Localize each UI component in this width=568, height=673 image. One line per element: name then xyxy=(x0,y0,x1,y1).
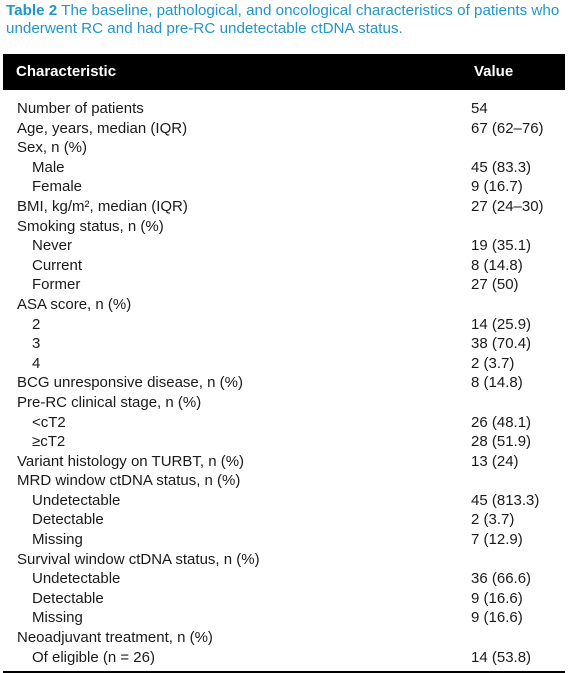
cell-value: 38 (70.4) xyxy=(471,335,532,353)
table-row: ≥cT2 28 (51.9) xyxy=(0,432,568,452)
table-body: Number of patients 54 Age, years, median (… xyxy=(0,99,568,667)
cell-characteristic: Neoadjuvant treatment, n (%) xyxy=(17,629,213,647)
table-row: Never 19 (35.1) xyxy=(0,236,568,256)
cell-characteristic: Variant histology on TURBT, n (%) xyxy=(17,452,245,470)
table-row: Male 45 (83.3) xyxy=(0,158,568,178)
cell-value: 8 (14.8) xyxy=(471,256,523,274)
cell-characteristic: Pre-RC clinical stage, n (%) xyxy=(17,393,202,411)
cell-characteristic: Former xyxy=(32,276,81,294)
table-row: Former 27 (50) xyxy=(0,275,568,295)
table-row: Female 9 (16.7) xyxy=(0,177,568,197)
cell-characteristic: 4 xyxy=(32,354,41,372)
cell-characteristic: MRD window ctDNA status, n (%) xyxy=(17,472,241,490)
cell-characteristic: BMI, kg/m², median (IQR) xyxy=(17,197,188,215)
table-row: Current 8 (14.8) xyxy=(0,256,568,276)
table-row: BCG unresponsive disease, n (%) 8 (14.8) xyxy=(0,373,568,393)
table-row: Of eligible (n = 26) 14 (53.8) xyxy=(0,648,568,668)
cell-value: 2 (3.7) xyxy=(471,354,515,372)
cell-characteristic: Detectable xyxy=(32,589,104,607)
table-header: Characteristic Value xyxy=(3,54,565,90)
table-row: Neoadjuvant treatment, n (%) xyxy=(0,628,568,648)
cell-value: 27 (24–30) xyxy=(471,197,544,215)
table-row: Pre-RC clinical stage, n (%) xyxy=(0,393,568,413)
cell-characteristic: Number of patients xyxy=(17,100,144,117)
table-row: Undetectable 36 (66.6) xyxy=(0,569,568,589)
cell-characteristic: Current xyxy=(32,256,83,274)
table-row: Missing 7 (12.9) xyxy=(0,530,568,550)
cell-characteristic: Male xyxy=(32,158,65,176)
cell-characteristic: Undetectable xyxy=(32,570,121,588)
cell-characteristic: Missing xyxy=(32,531,83,549)
table-caption-text: The baseline, pathological, and oncologi… xyxy=(6,2,560,37)
table-row: 3 38 (70.4) xyxy=(0,334,568,354)
cell-characteristic: Smoking status, n (%) xyxy=(17,217,164,235)
cell-value: 9 (16.6) xyxy=(471,589,523,607)
cell-characteristic: Missing xyxy=(32,609,83,627)
cell-value: 54 xyxy=(471,100,488,117)
table-row: Sex, n (%) xyxy=(0,138,568,158)
table-row: Detectable 2 (3.7) xyxy=(0,510,568,530)
table-row: Smoking status, n (%) xyxy=(0,217,568,237)
table-row: MRD window ctDNA status, n (%) xyxy=(0,471,568,491)
table-row: Undetectable 45 (813.3) xyxy=(0,491,568,511)
cell-characteristic: Never xyxy=(32,237,73,255)
cell-value: 19 (35.1) xyxy=(471,237,532,255)
cell-characteristic: Of eligible (n = 26) xyxy=(32,648,155,666)
cell-value: 27 (50) xyxy=(471,276,519,294)
cell-characteristic: ASA score, n (%) xyxy=(17,295,132,313)
cell-value: 45 (813.3) xyxy=(471,491,540,509)
table-row: BMI, kg/m², median (IQR) 27 (24–30) xyxy=(0,197,568,217)
column-header-characteristic: Characteristic xyxy=(16,63,117,80)
table-row: Survival window ctDNA status, n (%) xyxy=(0,550,568,570)
table-caption-label: Table 2 xyxy=(6,2,58,19)
cell-characteristic: Female xyxy=(32,178,83,196)
cell-value: 2 (3.7) xyxy=(471,511,515,529)
cell-characteristic: BCG unresponsive disease, n (%) xyxy=(17,374,243,392)
cell-characteristic: Undetectable xyxy=(32,491,121,509)
cell-value: 67 (62–76) xyxy=(471,119,544,137)
cell-value: 13 (24) xyxy=(471,452,519,470)
cell-value: 7 (12.9) xyxy=(471,531,523,549)
cell-value: 26 (48.1) xyxy=(471,413,532,431)
cell-value: 14 (25.9) xyxy=(471,315,532,333)
table-caption: Table 2 The baseline, pathological, and … xyxy=(6,2,562,38)
table-row: <cT2 26 (48.1) xyxy=(0,413,568,433)
table-row: 4 2 (3.7) xyxy=(0,354,568,374)
table-row: ASA score, n (%) xyxy=(0,295,568,315)
cell-value: 28 (51.9) xyxy=(471,433,532,451)
cell-value: 8 (14.8) xyxy=(471,374,523,392)
cell-characteristic: 2 xyxy=(32,315,41,333)
cell-value: 36 (66.6) xyxy=(471,570,532,588)
table-bottom-rule xyxy=(3,671,565,673)
table-row: Detectable 9 (16.6) xyxy=(0,589,568,609)
cell-value: 9 (16.7) xyxy=(471,178,523,196)
cell-characteristic: Age, years, median (IQR) xyxy=(17,119,188,137)
cell-characteristic: Detectable xyxy=(32,511,104,529)
table-row: Number of patients 54 xyxy=(0,99,568,119)
column-header-value: Value xyxy=(474,63,514,80)
cell-characteristic: 3 xyxy=(32,335,41,353)
cell-characteristic: Survival window ctDNA status, n (%) xyxy=(17,550,260,568)
cell-value: 14 (53.8) xyxy=(471,648,532,666)
cell-value: 9 (16.6) xyxy=(471,609,523,627)
cell-value: 45 (83.3) xyxy=(471,158,532,176)
table-row: Missing 9 (16.6) xyxy=(0,608,568,628)
table-row: Variant histology on TURBT, n (%) 13 (24) xyxy=(0,452,568,472)
cell-characteristic: <cT2 xyxy=(32,413,66,431)
cell-characteristic: ≥cT2 xyxy=(32,433,66,451)
table-row: Age, years, median (IQR) 67 (62–76) xyxy=(0,119,568,139)
table-row: 2 14 (25.9) xyxy=(0,315,568,335)
cell-characteristic: Sex, n (%) xyxy=(17,139,88,157)
